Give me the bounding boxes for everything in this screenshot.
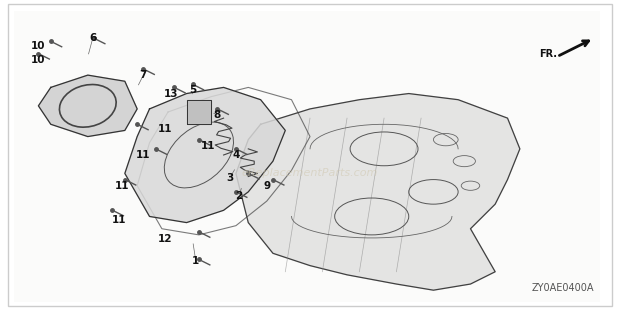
Text: 4: 4 <box>232 150 239 160</box>
Text: 12: 12 <box>157 234 172 245</box>
Text: ZY0AE0400A: ZY0AE0400A <box>531 283 594 293</box>
Text: 10: 10 <box>31 41 46 51</box>
Text: 9: 9 <box>264 181 270 191</box>
Text: 5: 5 <box>189 86 197 95</box>
Text: 11: 11 <box>157 124 172 134</box>
Text: 7: 7 <box>140 70 147 80</box>
Polygon shape <box>236 94 520 290</box>
Polygon shape <box>14 11 600 303</box>
Text: 11: 11 <box>136 150 151 160</box>
Polygon shape <box>38 75 137 137</box>
Polygon shape <box>125 87 285 223</box>
Text: 8: 8 <box>214 110 221 120</box>
Text: 3: 3 <box>226 173 233 183</box>
Text: 13: 13 <box>164 89 179 99</box>
Polygon shape <box>187 100 211 124</box>
Text: 2: 2 <box>236 192 242 202</box>
Text: 11: 11 <box>201 141 215 151</box>
Text: 10: 10 <box>31 55 46 65</box>
Text: 11: 11 <box>115 181 129 191</box>
Text: 1: 1 <box>192 256 200 266</box>
Text: 6: 6 <box>89 33 96 43</box>
Text: 11: 11 <box>112 215 126 224</box>
Text: FR.: FR. <box>539 49 557 59</box>
Text: eReplacementParts.com: eReplacementParts.com <box>242 168 378 179</box>
